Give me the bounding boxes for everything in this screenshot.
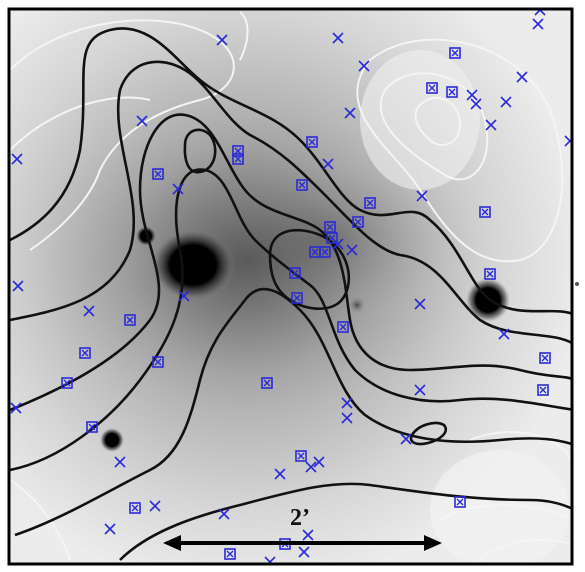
scale-bar-label: 2’: [290, 505, 310, 531]
faint-source: [348, 296, 366, 314]
bright-source: [100, 428, 124, 452]
image-field: 2’: [9, 9, 572, 564]
bright-source: [151, 229, 235, 301]
image-frame: [7, 7, 574, 566]
scale-bar: 2’: [163, 505, 442, 551]
white-contours: [9, 11, 572, 561]
bright-source: [136, 226, 156, 246]
black-contours: [9, 27, 572, 561]
